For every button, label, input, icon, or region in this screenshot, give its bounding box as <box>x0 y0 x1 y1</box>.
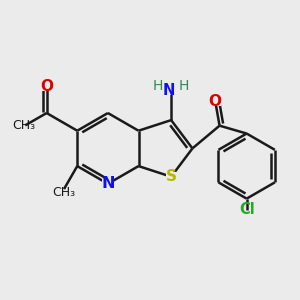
FancyBboxPatch shape <box>41 82 52 91</box>
FancyBboxPatch shape <box>210 97 221 106</box>
Text: H: H <box>178 80 189 94</box>
FancyBboxPatch shape <box>102 178 114 189</box>
Text: S: S <box>166 169 177 184</box>
Text: O: O <box>209 94 222 109</box>
FancyBboxPatch shape <box>153 82 189 95</box>
Text: N: N <box>101 176 115 191</box>
FancyBboxPatch shape <box>166 172 177 182</box>
Text: H: H <box>153 80 163 94</box>
Text: CH₃: CH₃ <box>12 119 35 132</box>
Text: N: N <box>163 82 175 98</box>
Text: CH₃: CH₃ <box>52 185 76 199</box>
Text: O: O <box>40 79 53 94</box>
Text: Cl: Cl <box>239 202 254 217</box>
